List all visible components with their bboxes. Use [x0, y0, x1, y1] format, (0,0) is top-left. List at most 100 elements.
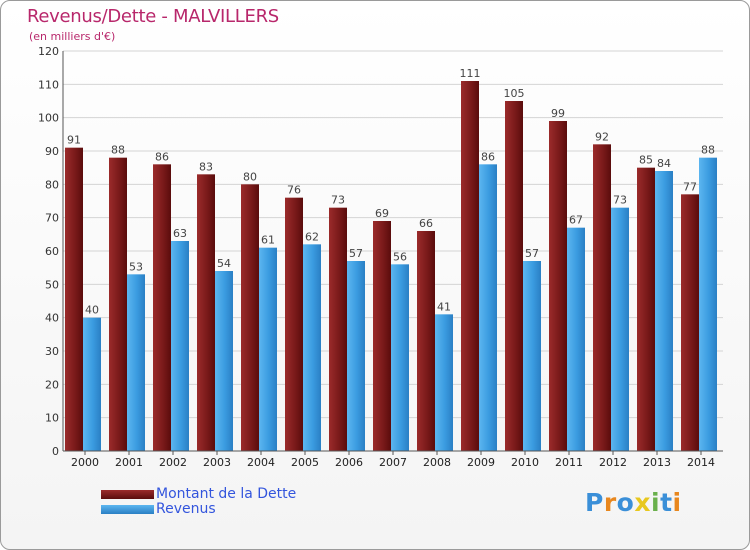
y-tick-label: 10 [45, 412, 59, 425]
data-label: 86 [155, 150, 169, 163]
x-tick-label: 2010 [511, 456, 539, 469]
data-label: 66 [419, 217, 433, 230]
legend-label-revenus: Revenus [156, 501, 216, 517]
data-label: 88 [111, 144, 125, 157]
bar-revenus [611, 207, 629, 451]
data-label: 56 [393, 250, 407, 263]
data-label: 53 [129, 260, 143, 273]
data-label: 105 [504, 87, 525, 100]
data-label: 86 [481, 150, 495, 163]
chart-subtitle: (en milliers d'€) [29, 30, 116, 43]
data-label: 73 [613, 194, 627, 207]
x-tick-label: 2013 [643, 456, 671, 469]
data-label: 91 [67, 134, 81, 147]
bar-dette [681, 194, 699, 452]
bar-dette [153, 164, 171, 452]
bar-revenus [435, 314, 453, 451]
bar-revenus [699, 157, 717, 451]
bar-revenus [259, 247, 277, 451]
x-tick-label: 2011 [555, 456, 583, 469]
data-label: 57 [525, 247, 539, 260]
logo-letter: t [660, 488, 673, 517]
bar-dette [593, 144, 611, 452]
logo-letter: i [672, 488, 682, 517]
logo-letter: x [634, 488, 651, 517]
data-label: 40 [85, 304, 99, 317]
data-label: 57 [349, 247, 363, 260]
y-tick-label: 0 [52, 445, 59, 458]
logo-letter: o [616, 488, 635, 517]
y-tick-label: 120 [38, 45, 59, 58]
x-tick-label: 2000 [71, 456, 99, 469]
y-tick-label: 100 [38, 112, 59, 125]
y-tick-label: 50 [45, 278, 59, 291]
x-tick-label: 2001 [115, 456, 143, 469]
x-tick-label: 2005 [291, 456, 319, 469]
logo-letter: r [603, 488, 617, 517]
y-tick-label: 70 [45, 212, 59, 225]
bar-revenus [215, 271, 233, 451]
bar-revenus [523, 261, 541, 451]
bar-dette [461, 81, 479, 451]
x-tick-label: 2008 [423, 456, 451, 469]
bar-dette [65, 147, 83, 451]
bar-revenus [171, 241, 189, 451]
bar-dette [109, 157, 127, 451]
data-label: 77 [683, 180, 697, 193]
data-label: 62 [305, 230, 319, 243]
logo-letter: P [585, 488, 604, 517]
legend-swatch-debt [101, 490, 154, 499]
x-tick-label: 2003 [203, 456, 231, 469]
bar-dette [197, 174, 215, 452]
bar-revenus [127, 274, 145, 451]
bar-revenus [303, 244, 321, 451]
data-label: 73 [331, 194, 345, 207]
x-tick-label: 2012 [599, 456, 627, 469]
data-label: 41 [437, 300, 451, 313]
bar-dette [285, 197, 303, 451]
logo-letter: i [651, 488, 661, 517]
y-tick-label: 20 [45, 378, 59, 391]
bar-revenus [479, 164, 497, 452]
bar-revenus [83, 317, 101, 451]
data-label: 99 [551, 107, 565, 120]
data-label: 85 [639, 154, 653, 167]
x-tick-label: 2009 [467, 456, 495, 469]
x-tick-label: 2014 [687, 456, 715, 469]
data-label: 83 [199, 160, 213, 173]
x-tick-label: 2007 [379, 456, 407, 469]
bar-revenus [391, 264, 409, 451]
data-label: 88 [701, 144, 715, 157]
bar-dette [373, 221, 391, 451]
proxiti-logo: Proxiti [585, 488, 682, 517]
data-label: 67 [569, 214, 583, 227]
bar-dette [637, 167, 655, 451]
y-tick-label: 60 [45, 245, 59, 258]
data-label: 54 [217, 257, 231, 270]
x-tick-label: 2002 [159, 456, 187, 469]
data-label: 69 [375, 207, 389, 220]
chart-title: Revenus/Dette - MALVILLERS [27, 6, 279, 27]
bar-dette [549, 121, 567, 451]
bar-revenus [347, 261, 365, 451]
x-tick-label: 2004 [247, 456, 275, 469]
data-label: 111 [460, 67, 481, 80]
x-tick-label: 2006 [335, 456, 363, 469]
y-tick-label: 110 [38, 78, 59, 91]
y-tick-label: 80 [45, 178, 59, 191]
y-tick-label: 90 [45, 145, 59, 158]
data-label: 63 [173, 227, 187, 240]
bar-revenus [655, 171, 673, 451]
data-label: 61 [261, 234, 275, 247]
bar-dette [417, 231, 435, 451]
legend-swatch-revenus [101, 505, 154, 514]
data-label: 76 [287, 184, 301, 197]
data-label: 92 [595, 130, 609, 143]
data-label: 80 [243, 170, 257, 183]
bar-dette [241, 184, 259, 452]
y-tick-label: 30 [45, 345, 59, 358]
bar-dette [505, 101, 523, 451]
bar-dette [329, 207, 347, 451]
